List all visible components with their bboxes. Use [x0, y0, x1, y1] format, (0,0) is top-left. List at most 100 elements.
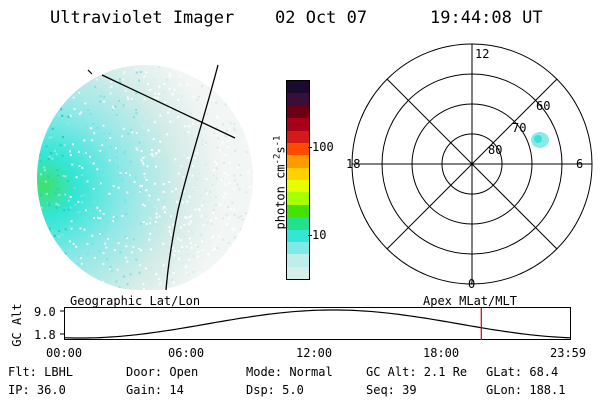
speckle-dot: [55, 111, 58, 114]
speckle-dot: [206, 221, 209, 224]
speckle-dot: [226, 270, 229, 273]
speckle-dot: [122, 275, 125, 278]
speckle-dot: [87, 63, 89, 65]
glat-status: GLat: 68.4: [486, 365, 559, 379]
speckle-dot: [239, 174, 242, 177]
speckle-dot: [189, 241, 192, 244]
speckle-dot: [115, 65, 118, 67]
speckle-dot: [222, 238, 225, 241]
speckle-dot: [35, 184, 37, 186]
speckle-dot: [122, 78, 125, 81]
speckle-dot: [213, 132, 216, 135]
speckle-dot: [93, 159, 96, 162]
speckle-dot: [215, 162, 218, 165]
speckle-dot: [113, 219, 116, 222]
speckle-dot: [237, 216, 240, 219]
speckle-dot: [57, 274, 60, 276]
speckle-dot: [214, 217, 217, 220]
speckle-dot: [232, 264, 235, 267]
speckle-dot: [158, 269, 161, 272]
speckle-dot: [29, 91, 31, 93]
speckle-dot: [155, 220, 158, 223]
speckle-dot: [24, 189, 26, 191]
timeline-frame: [64, 307, 571, 340]
speckle-dot: [29, 286, 31, 288]
speckle-dot: [220, 178, 223, 181]
speckle-dot: [215, 167, 218, 170]
speckle-dot: [235, 99, 238, 102]
speckle-dot: [259, 77, 261, 79]
speckle-dot: [138, 190, 141, 193]
speckle-dot: [126, 237, 128, 240]
speckle-dot: [157, 92, 160, 95]
speckle-dot: [250, 223, 253, 226]
polar-diagonal-2: [386, 78, 558, 250]
speckle-dot: [197, 95, 200, 98]
time-tick-0000: 00:00: [46, 346, 83, 360]
speckle-dot: [93, 201, 96, 204]
speckle-dot: [196, 251, 199, 254]
speckle-dot: [204, 275, 207, 278]
lat-80-label: 80: [488, 143, 502, 157]
speckle-dot: [139, 184, 142, 187]
gain-status: Gain: 14: [126, 383, 184, 397]
dsp-status: Dsp: 5.0: [246, 383, 304, 397]
door-status: Door: Open: [126, 365, 199, 379]
speckle-dot: [231, 201, 234, 204]
speckle-dot: [190, 134, 193, 137]
colorbar-swatch: [287, 180, 309, 193]
speckle-dot: [150, 277, 153, 279]
speckle-dot: [183, 190, 186, 193]
speckle-dot: [184, 125, 187, 128]
time-tick-1800: 18:00: [423, 346, 460, 360]
speckle-dot: [225, 74, 228, 77]
speckle-dot: [31, 124, 33, 126]
speckle-dot: [131, 251, 133, 254]
speckle-dot: [31, 82, 33, 84]
speckle-dot: [61, 233, 64, 236]
speckle-dot: [234, 101, 237, 104]
speckle-dot: [165, 207, 168, 210]
speckle-dot: [248, 258, 251, 261]
speckle-dot: [60, 76, 63, 79]
speckle-dot: [106, 258, 108, 261]
speckle-dot: [196, 99, 199, 102]
speckle-dot: [40, 173, 42, 176]
speckle-dot: [25, 273, 27, 275]
speckle-dot: [230, 85, 233, 88]
speckle-dot: [30, 159, 32, 161]
speckle-dot: [89, 212, 92, 215]
colorbar-gradient: [287, 81, 309, 279]
speckle-dot: [152, 138, 155, 140]
speckle-dot: [142, 283, 145, 286]
speckle-dot: [47, 157, 50, 160]
speckle-dot: [199, 233, 202, 236]
speckle-dot: [170, 278, 173, 281]
speckle-dot: [29, 153, 31, 155]
speckle-dot: [68, 258, 71, 261]
uv-image-panel: [24, 63, 261, 291]
speckle-dot: [86, 243, 89, 246]
speckle-dot: [159, 282, 162, 285]
speckle-dot: [145, 71, 148, 74]
speckle-dot: [179, 205, 182, 208]
speckle-dot: [190, 214, 193, 217]
speckle-dot: [240, 215, 243, 218]
speckle-dot: [126, 283, 129, 286]
speckle-dot: [189, 285, 192, 288]
speckle-dot: [185, 245, 188, 248]
speckle-dot: [48, 111, 51, 113]
speckle-dot: [81, 166, 84, 169]
gc-alt-tick-1-8: 1.8: [34, 328, 56, 342]
speckle-dot: [250, 143, 253, 146]
speckle-dot: [177, 116, 180, 119]
speckle-dot: [48, 201, 51, 204]
speckle-dot: [173, 88, 176, 91]
speckle-dot: [197, 172, 200, 175]
speckle-dot: [64, 282, 67, 285]
speckle-dot: [71, 69, 74, 71]
speckle-dot: [30, 90, 32, 92]
speckle-dot: [184, 132, 186, 134]
speckle-dot: [168, 226, 171, 228]
speckle-dot: [153, 227, 156, 230]
